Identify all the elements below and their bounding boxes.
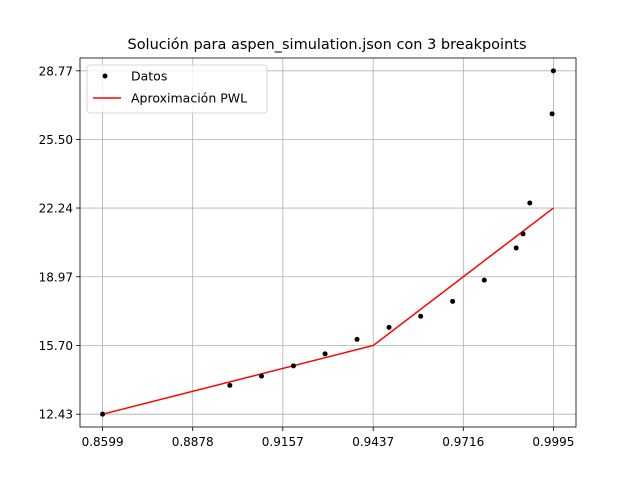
y-tick-label: 25.50 bbox=[39, 133, 73, 147]
data-point bbox=[354, 336, 360, 342]
data-point bbox=[100, 411, 106, 417]
axes-frame bbox=[79, 57, 577, 428]
legend: Datos Aproximación PWL bbox=[86, 64, 268, 114]
data-point bbox=[258, 373, 264, 379]
data-point bbox=[527, 200, 533, 206]
data-point bbox=[550, 68, 556, 74]
x-tick-label: 0.9157 bbox=[262, 435, 304, 449]
y-tick-label: 15.70 bbox=[39, 339, 73, 353]
data-point bbox=[322, 351, 328, 357]
legend-box bbox=[86, 64, 268, 114]
legend-label-pwl: Aproximación PWL bbox=[131, 91, 247, 106]
y-tick-label: 28.77 bbox=[39, 64, 73, 78]
x-tick-label: 0.8599 bbox=[82, 435, 124, 449]
plot-area bbox=[100, 68, 556, 417]
y-tick-label: 22.24 bbox=[39, 202, 73, 216]
data-point bbox=[549, 111, 555, 117]
y-tick-label: 18.97 bbox=[39, 270, 73, 284]
data-point bbox=[386, 324, 392, 330]
data-point bbox=[481, 277, 487, 283]
grid bbox=[80, 58, 576, 427]
x-tick-label: 0.9437 bbox=[352, 435, 394, 449]
data-point bbox=[513, 245, 519, 251]
data-point bbox=[290, 363, 296, 369]
data-point bbox=[227, 382, 233, 388]
x-tick-label: 0.8878 bbox=[172, 435, 214, 449]
data-point bbox=[418, 313, 424, 319]
x-tick-label: 0.9995 bbox=[532, 435, 574, 449]
legend-label-datos: Datos bbox=[131, 69, 167, 84]
x-tick-label: 0.9716 bbox=[442, 435, 484, 449]
axis-ticks: 0.8599 0.8878 0.9157 0.9437 0.9716 0.9995 12.4… bbox=[39, 64, 575, 449]
data-point bbox=[520, 231, 526, 237]
y-tick-label: 12.43 bbox=[39, 408, 73, 422]
legend-marker-datos bbox=[102, 73, 108, 79]
chart-title: Solución para aspen_simulation.json con … bbox=[127, 37, 526, 53]
pwl-line bbox=[102, 207, 554, 415]
data-point bbox=[450, 298, 456, 304]
